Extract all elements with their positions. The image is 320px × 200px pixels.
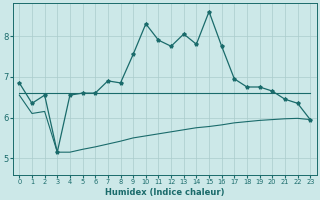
X-axis label: Humidex (Indice chaleur): Humidex (Indice chaleur) <box>105 188 225 197</box>
